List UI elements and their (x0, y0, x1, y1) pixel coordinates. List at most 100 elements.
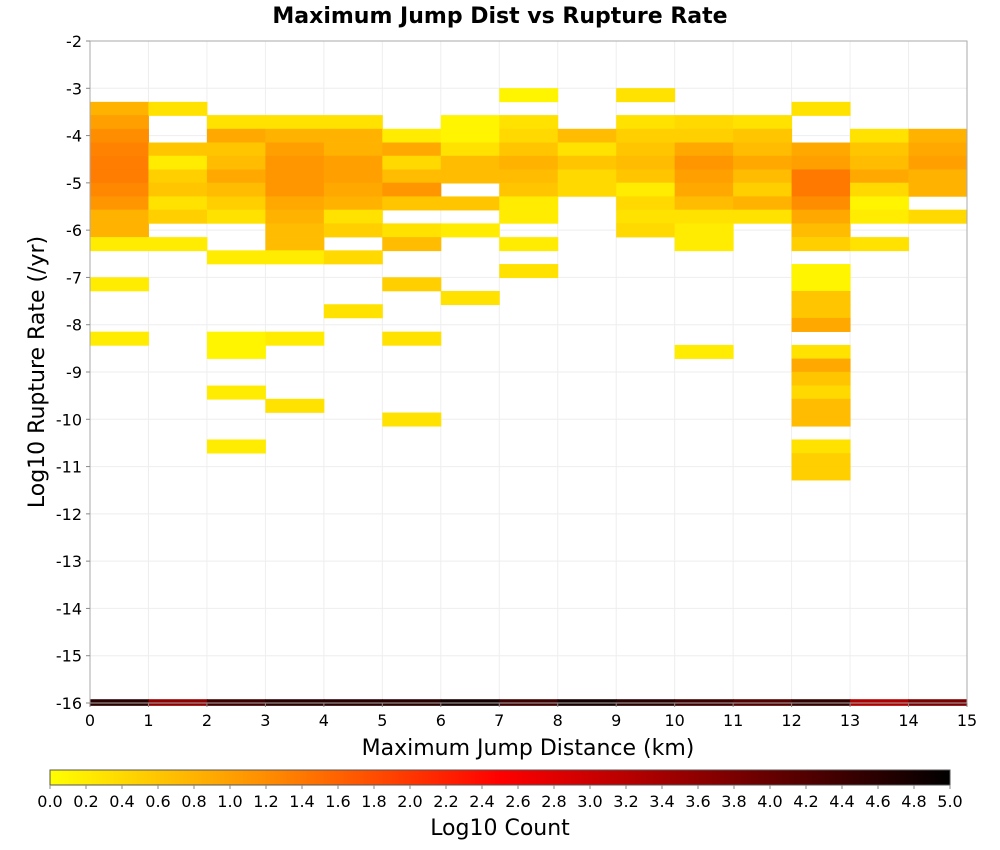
heatmap-cell (440, 223, 500, 238)
heatmap-cell (674, 142, 734, 157)
colorbar-ticks: 0.0 0.2 0.4 0.6 0.8 1.0 1.2 1.4 1.6 1.8 2.0 2.2 2.4 2… (37, 785, 963, 811)
heatmap-cell (733, 169, 793, 184)
heatmap-cell (323, 115, 383, 130)
heatmap-cell (499, 196, 559, 211)
heatmap-cell (850, 196, 910, 211)
heatmap-cell (674, 344, 734, 359)
heatmap-cell (791, 371, 851, 386)
heatmap-cell (90, 223, 149, 238)
heatmap-cell (908, 155, 968, 170)
heatmap-cell (382, 169, 442, 184)
heatmap-cell (616, 88, 676, 103)
heatmap-cell (323, 223, 383, 238)
colorbar-tick-label: 1.4 (289, 792, 314, 811)
heatmap-cell (265, 128, 325, 143)
colorbar-tick-label: 1.6 (325, 792, 350, 811)
heatmap-cell (616, 115, 676, 130)
colorbar-tick-label: 4.4 (829, 792, 854, 811)
y-tick-label: -14 (56, 599, 82, 618)
heatmap-cell (850, 237, 910, 252)
heatmap-cell (382, 237, 442, 252)
heatmap-cell (265, 142, 325, 157)
heatmap-cell (499, 182, 559, 197)
heatmap-cell (265, 169, 325, 184)
x-tick-label: 2 (202, 711, 212, 730)
heatmap-cell (440, 115, 500, 130)
heatmap-cell (733, 115, 793, 130)
heatmap-cell (206, 250, 266, 265)
colorbar-tick-label: 4.2 (793, 792, 818, 811)
heatmap-cell (90, 128, 149, 143)
colorbar-tick-label: 0.8 (181, 792, 206, 811)
heatmap-cell (90, 182, 149, 197)
heatmap-cell (791, 209, 851, 224)
heatmap-cell (90, 155, 149, 170)
heatmap-cell (265, 155, 325, 170)
y-tick-label: -5 (66, 174, 82, 193)
x-tick-label: 3 (260, 711, 270, 730)
heatmap-cell (323, 128, 383, 143)
x-tick-label: 4 (319, 711, 329, 730)
heatmap-cell (440, 290, 500, 306)
heatmap-cell (382, 182, 442, 197)
y-tick-label: -15 (56, 647, 82, 666)
heatmap-cell (674, 169, 734, 184)
heatmap-cell (440, 142, 500, 157)
heatmap-cell (557, 169, 617, 184)
heatmap-cell (791, 237, 851, 252)
heatmap-cell (148, 209, 208, 224)
heatmap-cell (616, 209, 676, 224)
heatmap-cell (265, 237, 325, 252)
heatmap-cell (265, 223, 325, 238)
heatmap-cell (382, 331, 442, 346)
heatmap-cell (791, 223, 851, 238)
heatmap-cell (90, 196, 149, 211)
heatmap-cell (499, 128, 559, 143)
heatmap-cell (323, 196, 383, 211)
heatmap-cell (791, 264, 851, 279)
x-tick-label: 5 (377, 711, 387, 730)
colorbar-tick-label: 0.6 (145, 792, 170, 811)
x-tick-label: 0 (85, 711, 95, 730)
y-tick-label: -3 (66, 79, 82, 98)
heatmap-cell (616, 128, 676, 143)
heatmap-cell (206, 385, 266, 400)
heatmap-cell (499, 142, 559, 157)
heatmap-cell (382, 196, 442, 211)
colorbar-tick-label: 2.4 (469, 792, 494, 811)
heatmap-cell (908, 169, 968, 184)
heatmap-cell (323, 304, 383, 319)
heatmap-cell (791, 385, 851, 400)
y-tick-label: -11 (56, 458, 82, 477)
heatmap-cell (90, 209, 149, 224)
colorbar-tick-label: 4.6 (865, 792, 890, 811)
heatmap-cell (674, 237, 734, 252)
heatmap-cell (791, 155, 851, 170)
heatmap-cell (382, 155, 442, 170)
heatmap-cell (791, 142, 851, 157)
heatmap-cell (90, 142, 149, 157)
heatmap-cell (733, 142, 793, 157)
heatmap-cell (382, 223, 442, 238)
heatmap-cell (908, 182, 968, 197)
heatmap-cell (674, 155, 734, 170)
heatmap-cell (674, 182, 734, 197)
x-tick-label: 13 (840, 711, 860, 730)
heatmap-cell (148, 169, 208, 184)
colorbar-tick-label: 1.2 (253, 792, 278, 811)
heatmap-cell (382, 142, 442, 157)
heatmap-cell (206, 155, 266, 170)
colorbar-tick-label: 4.0 (757, 792, 782, 811)
heatmap-cell (90, 331, 149, 346)
heatmap-cell (616, 155, 676, 170)
heatmap-cell (499, 115, 559, 130)
y-tick-label: -9 (66, 363, 82, 382)
heatmap-cell (674, 209, 734, 224)
colorbar-tick-label: 3.8 (721, 792, 746, 811)
heatmap-cell (674, 223, 734, 238)
heatmap-cell (148, 155, 208, 170)
heatmap-cell (499, 264, 559, 279)
heatmap-cell (382, 128, 442, 143)
heatmap-cell (791, 101, 851, 116)
